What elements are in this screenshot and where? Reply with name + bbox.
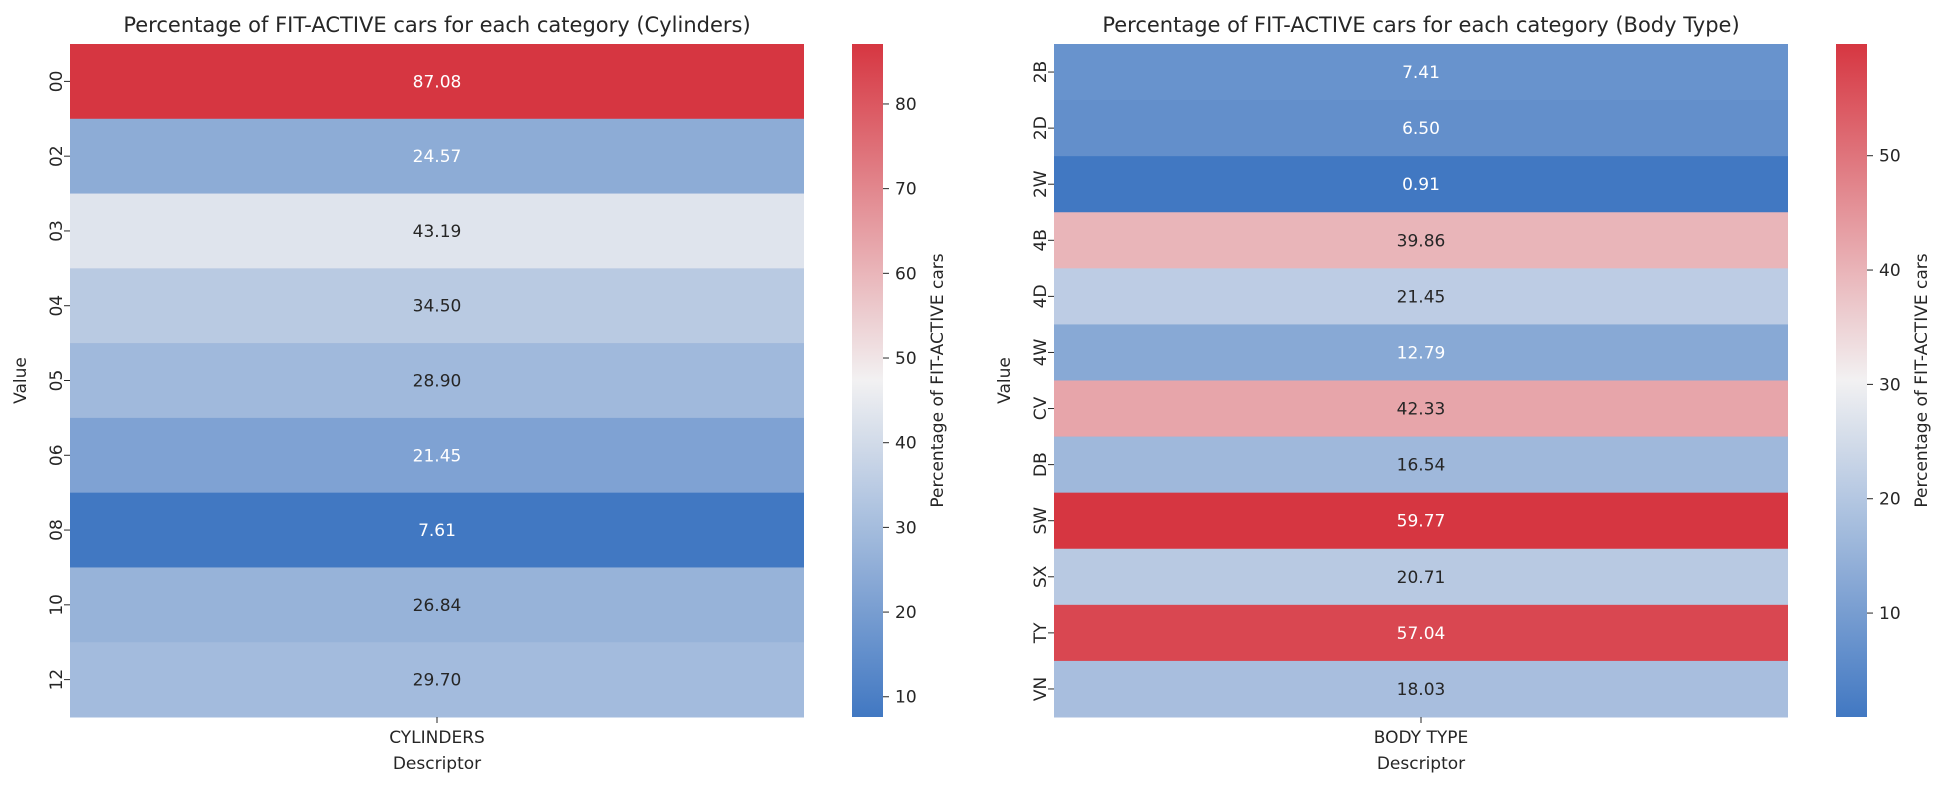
cell-value-label: 24.57 <box>413 147 462 167</box>
y-tick-label: 4W <box>1031 338 1051 366</box>
x-axis-label: Descriptor <box>1377 754 1465 774</box>
heatmap-cell <box>70 44 804 120</box>
heatmap-cell <box>1054 324 1788 381</box>
colorbar-tick-label: 70 <box>895 180 917 200</box>
heatmap-cell <box>70 268 804 344</box>
colorbar-tick-label: 50 <box>1879 147 1901 167</box>
cell-value-label: 42.33 <box>1397 400 1446 420</box>
x-axis-label: Descriptor <box>393 754 481 774</box>
cell-value-label: 28.90 <box>413 372 462 392</box>
cell-value-label: 12.79 <box>1397 343 1446 363</box>
cell-value-label: 21.45 <box>413 446 462 466</box>
heatmap-cell <box>1054 548 1788 606</box>
colorbar-label: Percentage of FIT-ACTIVE cars <box>928 253 948 507</box>
cell-value-label: 0.91 <box>1402 175 1440 195</box>
y-tick-label: 4D <box>1031 284 1051 308</box>
heatmap-cell <box>70 193 804 269</box>
y-tick-label: DB <box>1031 452 1051 477</box>
heatmap-cell <box>70 343 804 419</box>
colorbar-tick-label: 30 <box>895 518 917 538</box>
heatmap-panel-1: Percentage of FIT-ACTIVE cars for each c… <box>11 13 948 774</box>
chart-title: Percentage of FIT-ACTIVE cars for each c… <box>123 13 750 37</box>
heatmap-cell <box>70 642 804 718</box>
heatmap-cell <box>70 118 804 195</box>
y-tick-label: 2B <box>1031 61 1051 83</box>
y-tick-label: CV <box>1031 396 1051 420</box>
colorbar <box>1836 44 1867 717</box>
y-tick-label: 4B <box>1031 229 1051 251</box>
colorbar-tick-label: 20 <box>895 603 917 623</box>
y-tick-label: SX <box>1031 565 1051 588</box>
y-tick-label: 03 <box>47 220 67 242</box>
heatmap-cell <box>1054 436 1788 494</box>
y-tick-label: 06 <box>47 444 67 466</box>
heatmap-cell <box>70 492 804 568</box>
y-tick-label: SW <box>1031 507 1051 535</box>
heatmap-cell <box>70 567 804 643</box>
y-tick-label: 12 <box>47 669 67 691</box>
x-tick-label: CYLINDERS <box>389 728 485 748</box>
cell-value-label: 57.04 <box>1397 624 1446 644</box>
heatmap-cell <box>1054 660 1788 718</box>
cell-value-label: 16.54 <box>1397 456 1446 476</box>
x-tick-label: BODY TYPE <box>1374 728 1468 748</box>
heatmap-cell <box>1054 156 1788 213</box>
colorbar-tick-label: 50 <box>895 349 917 369</box>
cell-value-label: 43.19 <box>413 222 462 242</box>
y-tick-label: 02 <box>47 145 67 167</box>
heatmap-cell <box>70 417 804 494</box>
y-tick-label: TY <box>1031 622 1051 644</box>
heatmap-cell <box>1054 268 1788 325</box>
y-tick-label: 2W <box>1031 170 1051 198</box>
cell-value-label: 21.45 <box>1397 287 1446 307</box>
colorbar-tick-label: 10 <box>895 688 917 708</box>
heatmap-cell <box>1054 380 1788 438</box>
cell-value-label: 26.84 <box>413 596 462 616</box>
chart-title: Percentage of FIT-ACTIVE cars for each c… <box>1102 13 1739 37</box>
y-tick-label: 00 <box>47 71 67 93</box>
cell-value-label: 39.86 <box>1397 231 1446 251</box>
heatmap-cell <box>1054 212 1788 269</box>
colorbar-tick-label: 20 <box>1879 490 1901 510</box>
colorbar-tick-label: 10 <box>1879 604 1901 624</box>
y-axis-label: Value <box>11 357 31 404</box>
colorbar-tick-label: 30 <box>1879 375 1901 395</box>
cell-value-label: 7.61 <box>418 521 456 541</box>
cell-value-label: 18.03 <box>1397 680 1446 700</box>
heatmap-panel-2: Percentage of FIT-ACTIVE cars for each c… <box>995 13 1932 774</box>
colorbar-tick-label: 80 <box>895 95 917 115</box>
colorbar-tick-label: 40 <box>895 434 917 454</box>
y-tick-label: VN <box>1031 677 1051 701</box>
y-tick-label: 08 <box>47 519 67 541</box>
colorbar <box>852 44 883 717</box>
cell-value-label: 7.41 <box>1402 63 1440 83</box>
colorbar-tick-label: 40 <box>1879 261 1901 281</box>
cell-value-label: 34.50 <box>413 297 462 317</box>
y-tick-label: 10 <box>47 594 67 616</box>
cell-value-label: 20.71 <box>1397 568 1446 588</box>
cell-value-label: 6.50 <box>1402 119 1440 139</box>
cell-value-label: 59.77 <box>1397 512 1446 532</box>
cell-value-label: 87.08 <box>413 72 462 92</box>
colorbar-label: Percentage of FIT-ACTIVE cars <box>1912 253 1932 507</box>
y-tick-label: 05 <box>47 370 67 392</box>
y-tick-label: 2D <box>1031 116 1051 140</box>
heatmap-cell <box>1054 100 1788 157</box>
cell-value-label: 29.70 <box>413 671 462 691</box>
heatmap-cell <box>1054 44 1788 101</box>
y-axis-label: Value <box>995 357 1015 404</box>
heatmap-cell <box>1054 492 1788 550</box>
heatmap-cell <box>1054 604 1788 662</box>
y-tick-label: 04 <box>47 295 67 317</box>
colorbar-tick-label: 60 <box>895 264 917 284</box>
